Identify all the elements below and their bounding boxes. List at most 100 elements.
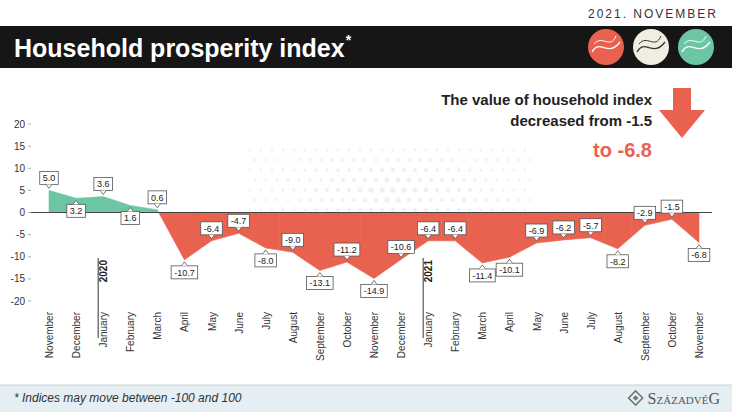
decor-dot xyxy=(391,208,395,212)
decor-dot xyxy=(513,209,516,212)
data-label-pointer xyxy=(696,245,702,249)
x-tick-label: December xyxy=(71,311,82,358)
decor-dot xyxy=(513,149,516,152)
decor-dot xyxy=(249,149,251,151)
data-label-pointer xyxy=(669,213,675,217)
x-tick-label: March xyxy=(477,312,488,340)
y-tick xyxy=(28,124,31,125)
decor-dot xyxy=(276,179,279,182)
decor-dot xyxy=(518,179,521,182)
decor-dot xyxy=(293,149,296,152)
data-label-text: -1.5 xyxy=(664,202,680,212)
decor-dot xyxy=(265,179,268,182)
annotation: to -6.8 xyxy=(593,139,652,161)
data-label-box xyxy=(388,240,415,253)
decor-dot xyxy=(260,189,263,192)
decor-dot xyxy=(325,188,329,192)
decor-dot xyxy=(451,178,455,182)
decor-dot xyxy=(436,149,439,152)
decor-dot xyxy=(385,178,390,183)
x-tick-label: February xyxy=(450,312,461,352)
decor-dot xyxy=(457,208,460,211)
data-label-box xyxy=(580,219,602,232)
x-tick-label: January xyxy=(98,312,109,348)
data-label-pointer xyxy=(290,246,296,250)
data-label-pointer xyxy=(317,272,323,276)
data-label-box xyxy=(228,214,250,227)
data-label-pointer xyxy=(452,235,458,239)
decor-dot xyxy=(424,208,428,212)
x-tick-label: February xyxy=(125,312,136,352)
data-label-pointer xyxy=(100,191,106,195)
decor-dot xyxy=(485,159,488,162)
decor-dot xyxy=(336,188,340,192)
decor-dot xyxy=(309,159,312,162)
decor-dot xyxy=(524,149,526,151)
decor-dot xyxy=(507,159,510,162)
decor-dot xyxy=(282,149,285,152)
annotation: The value of household index xyxy=(441,91,653,108)
decor-dot xyxy=(341,198,345,202)
decor-dot xyxy=(429,178,433,182)
decor-dot xyxy=(484,178,487,181)
decor-dot xyxy=(293,209,296,212)
decor-dot xyxy=(303,208,306,211)
area-segment xyxy=(90,197,117,213)
decor-dot xyxy=(529,159,532,162)
data-label: -10.7 xyxy=(171,262,198,279)
decor-dot xyxy=(314,188,318,192)
decor-dot xyxy=(429,198,433,202)
decor-dot xyxy=(402,208,406,212)
area-segment xyxy=(415,213,442,251)
data-label-box xyxy=(661,200,683,213)
decor-dot xyxy=(446,208,450,212)
area-segment xyxy=(49,190,63,212)
decor-dot xyxy=(379,187,384,192)
logo-mark xyxy=(633,395,639,401)
decor-dot xyxy=(491,149,494,152)
y-tick-label: -20 xyxy=(11,296,26,307)
decor-dot xyxy=(390,187,396,193)
logo: SzázadvéG xyxy=(648,390,721,407)
decor-dot xyxy=(440,178,444,182)
year-label: 2020 xyxy=(98,260,109,283)
area-segment xyxy=(523,213,550,251)
decor-dot xyxy=(451,158,454,161)
area-segment xyxy=(252,213,279,251)
decor-dot xyxy=(330,198,334,202)
decor-dot xyxy=(473,198,477,202)
data-label: -11.4 xyxy=(469,265,495,282)
data-label: 3.2 xyxy=(67,200,86,217)
data-label-pointer xyxy=(127,207,133,211)
decor-dot xyxy=(496,159,499,162)
data-label-pointer xyxy=(506,259,512,263)
decor-dot xyxy=(440,198,444,202)
data-label-box xyxy=(361,284,388,297)
decor-dot xyxy=(326,149,329,152)
decor-dot xyxy=(363,198,367,202)
decor-dot xyxy=(271,189,274,192)
data-label-box xyxy=(634,206,656,219)
icon-line xyxy=(594,36,616,44)
y-tick-label: 0 xyxy=(19,207,25,218)
decor-dot xyxy=(414,149,417,152)
icon xyxy=(588,29,624,65)
decor-dot xyxy=(315,149,318,152)
data-label-box xyxy=(469,269,495,282)
y-tick-label: 20 xyxy=(14,119,26,130)
data-label-pointer xyxy=(615,251,621,255)
y-tick-label: -15 xyxy=(11,273,26,284)
data-label-box xyxy=(307,276,334,289)
decor-dot xyxy=(413,168,417,172)
y-tick-label: 5 xyxy=(19,185,25,196)
decor-dot xyxy=(468,168,471,171)
decor-dot xyxy=(479,208,482,211)
decor-dot xyxy=(462,178,466,182)
data-label-text: -2.9 xyxy=(637,208,653,218)
decor-dot xyxy=(336,168,340,172)
decor-dot xyxy=(341,178,345,182)
decor-dot xyxy=(457,168,460,171)
data-labels: 5.03.23.61.60.6-10.7-6.4-4.7-8.0-9.0-13.… xyxy=(40,171,710,297)
data-label-pointer xyxy=(344,256,350,260)
x-tick-label: October xyxy=(667,311,678,347)
